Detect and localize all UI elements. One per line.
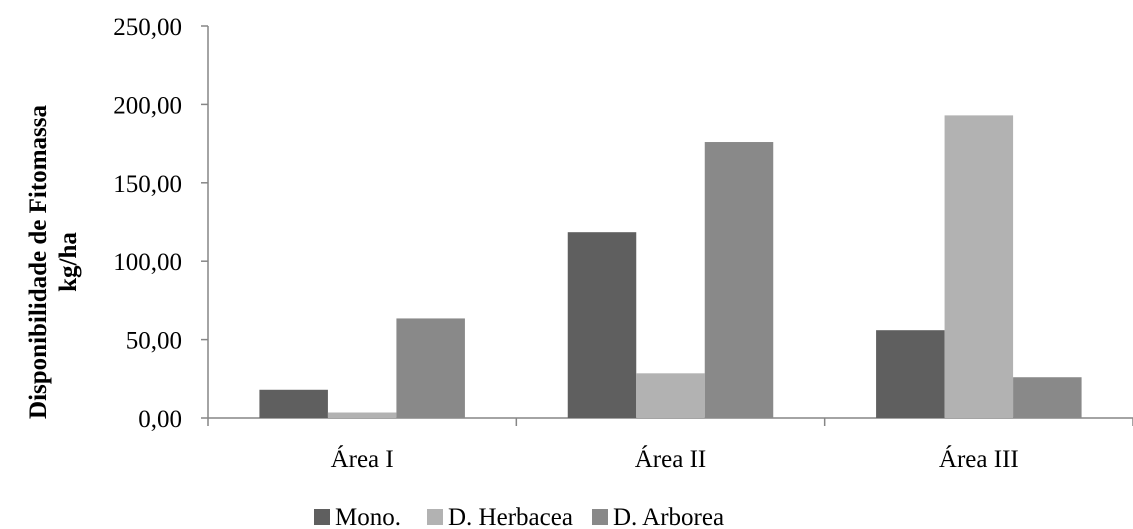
y-tick-label: 0,00 — [138, 406, 182, 433]
x-tick-label: Área II — [635, 445, 706, 473]
bar-d-herbacea-1 — [327, 412, 397, 418]
bar-d-herbacea-3 — [944, 115, 1014, 418]
y-tick-label: 250,00 — [113, 14, 182, 41]
bar-d-herbacea-2 — [636, 373, 705, 418]
legend-swatch — [427, 509, 443, 525]
y-tick-label: 100,00 — [113, 249, 182, 276]
y-tick-label: 200,00 — [113, 92, 182, 119]
y-axis-label-line-1: Disponibilidade de Fitomassa — [25, 105, 52, 419]
bar-d-arborea-1 — [396, 318, 465, 418]
y-axis: 0,00 50,00 100,00 150,00 200,00 250,00 — [113, 14, 209, 433]
y-tick-label: 150,00 — [113, 171, 182, 198]
legend-label: D. Herbacea — [448, 504, 573, 529]
y-tick-label: 50,00 — [126, 328, 182, 355]
x-tick-label: Área I — [331, 445, 394, 473]
bar-d-arborea-2 — [704, 142, 774, 419]
legend-swatch — [314, 509, 330, 525]
x-axis: Área I Área II Área III — [207, 417, 1133, 473]
y-axis-label-line-2: kg/ha — [55, 232, 82, 292]
legend-label: D. Arborea — [613, 504, 724, 529]
legend: Mono. D. Herbacea D. Arborea — [314, 504, 724, 529]
legend-label: Mono. — [335, 504, 401, 529]
bar-mono-1 — [259, 389, 328, 418]
bar-mono-3 — [876, 330, 945, 418]
bar-mono-2 — [567, 232, 637, 418]
legend-swatch — [592, 509, 608, 525]
bar-d-arborea-3 — [1013, 377, 1082, 418]
y-axis-label: Disponibilidade de Fitomassa kg/ha — [25, 105, 82, 419]
bars — [259, 115, 1082, 419]
x-tick-label: Área III — [939, 445, 1019, 473]
